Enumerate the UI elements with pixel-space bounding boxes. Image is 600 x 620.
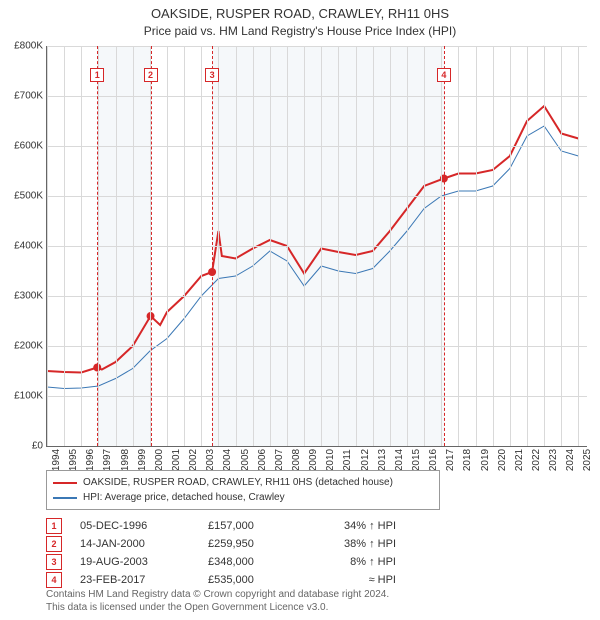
legend-label-1: OAKSIDE, RUSPER ROAD, CRAWLEY, RH11 0HS …	[83, 475, 393, 490]
x-tick-label: 2015	[407, 449, 422, 471]
y-tick-label: £200K	[14, 341, 47, 352]
events-table: 1 05-DEC-1996 £157,000 34% ↑ HPI 2 14-JAN-200…	[46, 516, 396, 590]
x-tick-label: 2022	[527, 449, 542, 471]
y-tick-label: £100K	[14, 391, 47, 402]
footer-line-1: Contains HM Land Registry data © Crown c…	[46, 588, 389, 601]
event-diff: 8% ↑ HPI	[316, 556, 396, 568]
chart-title-2: Price paid vs. HM Land Registry's House …	[0, 24, 600, 38]
event-date: 14-JAN-2000	[80, 538, 190, 550]
x-tick-label: 2001	[167, 449, 182, 471]
x-tick-label: 2024	[561, 449, 576, 471]
x-tick-label: 2005	[236, 449, 251, 471]
event-row: 4 23-FEB-2017 £535,000 ≈ HPI	[46, 572, 396, 588]
x-tick-label: 2002	[184, 449, 199, 471]
x-tick-label: 2009	[304, 449, 319, 471]
y-tick-label: £700K	[14, 91, 47, 102]
event-num-box: 3	[46, 554, 62, 570]
event-num-box: 2	[46, 536, 62, 552]
x-tick-label: 2003	[201, 449, 216, 471]
y-tick-label: £800K	[14, 41, 47, 52]
legend-item-1: OAKSIDE, RUSPER ROAD, CRAWLEY, RH11 0HS …	[53, 475, 433, 490]
chart-plot-area: £0£100K£200K£300K£400K£500K£600K£700K£80…	[46, 46, 587, 447]
x-tick-label: 1998	[116, 449, 131, 471]
y-tick-label: £500K	[14, 191, 47, 202]
x-tick-label: 2025	[578, 449, 593, 471]
x-tick-label: 2023	[544, 449, 559, 471]
event-price: £348,000	[208, 556, 298, 568]
x-tick-label: 2021	[510, 449, 525, 471]
x-tick-label: 2013	[373, 449, 388, 471]
event-marker-1: 1	[90, 68, 104, 82]
x-tick-label: 2006	[253, 449, 268, 471]
legend-box: OAKSIDE, RUSPER ROAD, CRAWLEY, RH11 0HS …	[46, 470, 440, 510]
event-num-box: 4	[46, 572, 62, 588]
x-tick-label: 2011	[338, 449, 353, 471]
x-tick-label: 1999	[133, 449, 148, 471]
footer-line-2: This data is licensed under the Open Gov…	[46, 601, 389, 614]
event-diff: 38% ↑ HPI	[316, 538, 396, 550]
x-tick-label: 2010	[321, 449, 336, 471]
event-num-box: 1	[46, 518, 62, 534]
x-tick-label: 1994	[47, 449, 62, 471]
event-price: £259,950	[208, 538, 298, 550]
x-tick-label: 1996	[81, 449, 96, 471]
event-diff: 34% ↑ HPI	[316, 520, 396, 532]
event-row: 3 19-AUG-2003 £348,000 8% ↑ HPI	[46, 554, 396, 570]
x-tick-label: 2007	[270, 449, 285, 471]
y-tick-label: £400K	[14, 241, 47, 252]
x-tick-label: 2017	[441, 449, 456, 471]
x-tick-label: 2020	[493, 449, 508, 471]
x-tick-label: 2004	[218, 449, 233, 471]
x-tick-label: 1995	[64, 449, 79, 471]
event-row: 2 14-JAN-2000 £259,950 38% ↑ HPI	[46, 536, 396, 552]
event-date: 05-DEC-1996	[80, 520, 190, 532]
event-marker-4: 4	[437, 68, 451, 82]
y-tick-label: £600K	[14, 141, 47, 152]
event-row: 1 05-DEC-1996 £157,000 34% ↑ HPI	[46, 518, 396, 534]
x-tick-label: 2018	[458, 449, 473, 471]
y-tick-label: £0	[32, 441, 47, 452]
legend-item-2: HPI: Average price, detached house, Craw…	[53, 490, 433, 505]
event-date: 23-FEB-2017	[80, 574, 190, 586]
event-price: £535,000	[208, 574, 298, 586]
event-marker-3: 3	[205, 68, 219, 82]
legend-swatch-blue	[53, 497, 77, 499]
y-tick-label: £300K	[14, 291, 47, 302]
x-tick-label: 2012	[356, 449, 371, 471]
event-price: £157,000	[208, 520, 298, 532]
x-tick-label: 2008	[287, 449, 302, 471]
event-marker-2: 2	[144, 68, 158, 82]
legend-label-2: HPI: Average price, detached house, Craw…	[83, 490, 285, 505]
x-tick-label: 2014	[390, 449, 405, 471]
legend-swatch-red	[53, 482, 77, 484]
event-diff: ≈ HPI	[316, 574, 396, 586]
x-tick-label: 1997	[98, 449, 113, 471]
x-tick-label: 2016	[424, 449, 439, 471]
x-tick-label: 2000	[150, 449, 165, 471]
event-date: 19-AUG-2003	[80, 556, 190, 568]
chart-title-1: OAKSIDE, RUSPER ROAD, CRAWLEY, RH11 0HS	[0, 6, 600, 21]
x-tick-label: 2019	[476, 449, 491, 471]
footer-attribution: Contains HM Land Registry data © Crown c…	[46, 588, 389, 614]
